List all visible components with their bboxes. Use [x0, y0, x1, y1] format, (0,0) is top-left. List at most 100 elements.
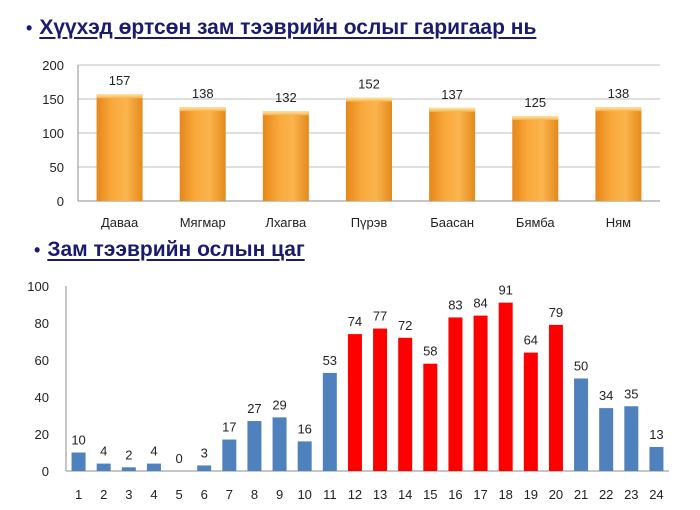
- y-tick-label: 200: [42, 58, 64, 73]
- x-tick-label: Пүрэв: [351, 215, 388, 230]
- data-label: 29: [272, 397, 286, 412]
- y-tick-label: 150: [42, 92, 64, 107]
- bar: [429, 107, 476, 201]
- data-label: 35: [624, 386, 638, 401]
- bar: [71, 452, 86, 471]
- data-label: 91: [498, 283, 512, 298]
- x-tick-label: 3: [125, 487, 132, 502]
- data-label: 2: [125, 447, 132, 462]
- y-tick-label: 100: [27, 279, 49, 294]
- data-label: 10: [71, 433, 85, 448]
- bar-top: [429, 107, 476, 112]
- x-tick-label: Баасан: [430, 215, 474, 230]
- bullet: •: [34, 240, 41, 260]
- data-label: 53: [323, 353, 337, 368]
- x-tick-label: 6: [201, 487, 208, 502]
- bar-top: [96, 94, 143, 99]
- bar: [247, 421, 262, 471]
- y-tick-label: 60: [35, 353, 49, 368]
- chart2-heading: • Зам тээврийн ослын цаг: [34, 238, 305, 262]
- bar: [595, 107, 642, 201]
- data-label: 17: [222, 420, 236, 435]
- bar: [322, 372, 337, 471]
- bar-top: [595, 107, 642, 112]
- bar: [624, 406, 639, 471]
- x-tick-label: Лхагва: [265, 215, 307, 230]
- x-tick-label: 18: [498, 487, 512, 502]
- bar: [649, 446, 664, 471]
- bar: [297, 441, 312, 471]
- data-label: 0: [175, 451, 182, 466]
- x-tick-label: 8: [251, 487, 258, 502]
- data-label: 4: [150, 444, 157, 459]
- data-label: 72: [398, 318, 412, 333]
- x-tick-label: Бямба: [516, 215, 556, 230]
- chart1-title: Хүүхэд өртсөн зам тээврийн ослыг гаригаа…: [39, 16, 537, 39]
- bar-highlight: [548, 324, 563, 471]
- y-tick-label: 40: [35, 390, 49, 405]
- bar-highlight: [448, 317, 463, 471]
- data-label: 138: [192, 86, 214, 101]
- x-tick-label: Мягмар: [180, 215, 226, 230]
- data-label: 50: [574, 359, 588, 374]
- bar: [574, 378, 589, 471]
- bar-highlight: [498, 302, 513, 471]
- x-tick-label: 10: [297, 487, 311, 502]
- data-label: 138: [608, 86, 630, 101]
- x-tick-label: 21: [574, 487, 588, 502]
- data-label: 13: [649, 427, 663, 442]
- bar-highlight: [473, 315, 488, 471]
- bar-top: [179, 107, 226, 112]
- chart2-title: Зам тээврийн ослын цаг: [47, 238, 305, 261]
- bullet: •: [26, 18, 33, 38]
- data-label: 137: [441, 87, 463, 102]
- bar-highlight: [423, 363, 438, 471]
- x-tick-label: 2: [100, 487, 107, 502]
- bar: [599, 408, 614, 471]
- bar-top: [262, 111, 309, 116]
- x-tick-label: 14: [398, 487, 412, 502]
- bar: [512, 116, 559, 201]
- x-tick-label: 5: [175, 487, 182, 502]
- bar: [179, 107, 226, 201]
- data-label: 125: [524, 95, 546, 110]
- data-label: 152: [358, 77, 380, 92]
- x-tick-label: 16: [448, 487, 462, 502]
- bar: [197, 465, 212, 471]
- y-tick-label: 0: [42, 464, 49, 479]
- bar-highlight: [347, 334, 362, 471]
- bar-highlight: [398, 337, 413, 471]
- data-label: 27: [247, 401, 261, 416]
- x-tick-label: 4: [150, 487, 157, 502]
- x-tick-label: 7: [226, 487, 233, 502]
- data-label: 83: [448, 297, 462, 312]
- bar-top: [346, 97, 392, 102]
- bar: [96, 463, 111, 471]
- x-tick-label: 11: [323, 487, 337, 502]
- y-tick-label: 80: [35, 316, 49, 331]
- data-label: 77: [373, 309, 387, 324]
- y-tick-label: 50: [50, 160, 64, 175]
- data-label: 34: [599, 388, 613, 403]
- x-tick-label: 24: [649, 487, 663, 502]
- bar-highlight: [373, 328, 388, 471]
- data-label: 84: [473, 296, 487, 311]
- x-tick-label: 20: [549, 487, 563, 502]
- x-tick-label: 19: [524, 487, 538, 502]
- data-label: 58: [423, 344, 437, 359]
- data-label: 64: [524, 333, 538, 348]
- bar: [96, 94, 143, 201]
- data-label: 3: [201, 445, 208, 460]
- x-tick-label: Ням: [606, 215, 631, 230]
- x-tick-label: 12: [348, 487, 362, 502]
- bar: [272, 417, 287, 471]
- x-tick-label: 1: [75, 487, 82, 502]
- bar: [222, 439, 237, 471]
- data-label: 16: [297, 421, 311, 436]
- bar: [262, 111, 309, 201]
- x-tick-label: Даваа: [101, 215, 139, 230]
- y-tick-label: 20: [35, 427, 49, 442]
- data-label: 132: [275, 90, 297, 105]
